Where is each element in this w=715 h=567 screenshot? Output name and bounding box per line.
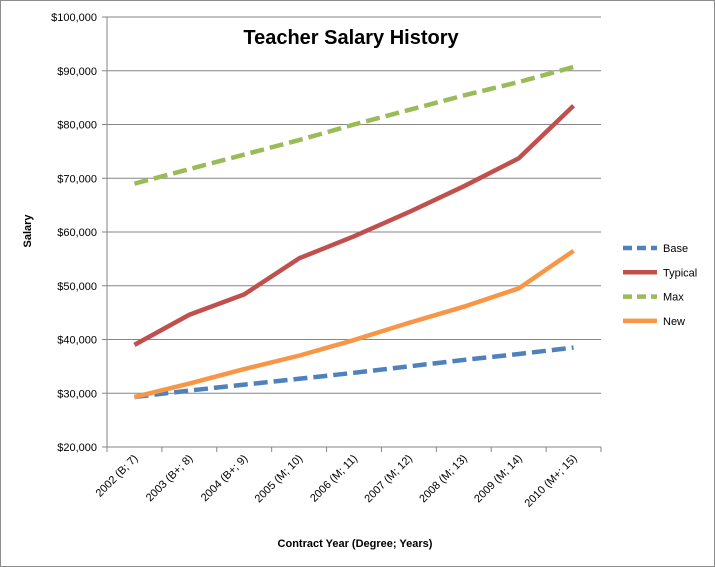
series-lines xyxy=(133,64,576,400)
x-tick-label: 2005 (M; 10) xyxy=(253,453,306,506)
series-line-typical xyxy=(133,104,576,347)
x-tick-label: 2007 (M; 12) xyxy=(362,453,415,506)
y-tick-label: $50,000 xyxy=(57,281,97,293)
y-tick-label: $30,000 xyxy=(57,388,97,400)
x-tick-label: 2003 (B+; 8) xyxy=(144,453,196,505)
legend-label: Typical xyxy=(663,267,697,279)
y-tick-label: $40,000 xyxy=(57,335,97,347)
y-tick-label: $90,000 xyxy=(57,66,97,78)
y-axis-title: Salary xyxy=(22,214,34,248)
series-line-base xyxy=(134,345,574,400)
axes xyxy=(106,17,601,448)
x-tick-label: 2009 (M; 14) xyxy=(472,453,525,506)
x-tick-label: 2006 (M; 11) xyxy=(308,453,360,505)
legend-label: Max xyxy=(663,292,684,304)
legend-label: Base xyxy=(663,243,688,255)
series-line-max xyxy=(133,64,575,186)
series-line-new xyxy=(133,248,575,400)
x-tick-labels: 2002 (B; 7) 2003 (B+; 8) 2004 (B+; 9) 2005 … xyxy=(94,453,580,510)
y-tick-label: $60,000 xyxy=(57,227,97,239)
x-tick-label: 2008 (M; 13) xyxy=(417,453,470,506)
y-tick-label: $80,000 xyxy=(57,120,97,132)
x-axis-title: Contract Year (Degree; Years) xyxy=(278,538,433,550)
x-tick-label: 2010 (M+; 15) xyxy=(523,453,580,510)
legend: Base Typical Max New xyxy=(623,243,697,328)
x-tick-label: 2002 (B; 7) xyxy=(94,453,141,500)
chart-title: Teacher Salary History xyxy=(243,27,459,49)
y-tick-label: $20,000 xyxy=(57,442,97,454)
y-tick-labels: $20,000 $30,000 $40,000 $50,000 $60,000 $70,0… xyxy=(51,12,97,454)
legend-label: New xyxy=(663,316,685,328)
y-tick-label: $100,000 xyxy=(51,12,97,24)
x-tick-label: 2004 (B+; 9) xyxy=(199,453,251,505)
y-tick-label: $70,000 xyxy=(57,173,97,185)
